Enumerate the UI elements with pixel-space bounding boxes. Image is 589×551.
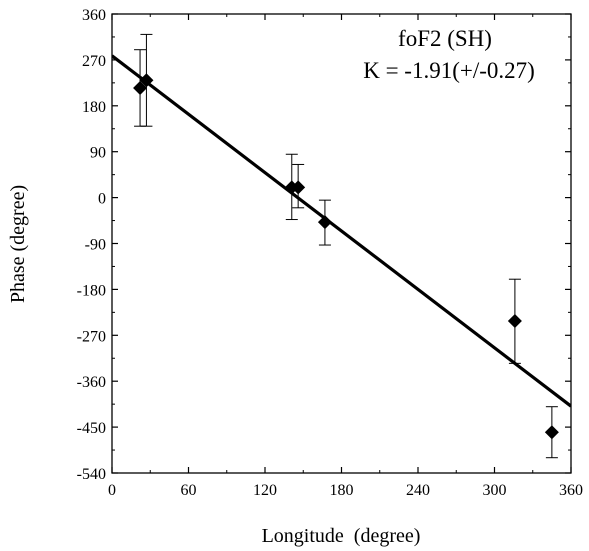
data-point — [317, 215, 332, 230]
annotation-slope: K = -1.91(+/-0.27) — [363, 58, 535, 83]
data-point — [507, 314, 522, 329]
x-tick-label: 360 — [559, 482, 583, 499]
y-tick-label: 0 — [98, 191, 106, 208]
axis-ticks: 0 60 120 180 240 300 360 360 270 180 90 0 -90 -180 -27… — [77, 7, 583, 499]
x-tick-label: 0 — [108, 482, 116, 499]
y-tick-label: -90 — [85, 237, 106, 254]
annotation-title: foF2 (SH) — [398, 26, 492, 51]
y-tick-label: -540 — [77, 466, 106, 483]
y-tick-label: -270 — [77, 328, 106, 345]
y-tick-label: 90 — [90, 145, 106, 162]
x-tick-label: 240 — [406, 482, 430, 499]
y-axis-label: Phase (degree) — [7, 185, 29, 303]
data-point — [133, 80, 148, 95]
data-point — [291, 180, 306, 195]
x-tick-label: 300 — [483, 482, 507, 499]
y-tick-label: 180 — [82, 99, 106, 116]
x-tick-label: 180 — [330, 482, 354, 499]
y-tick-label: -360 — [77, 374, 106, 391]
y-tick-label: -180 — [77, 282, 106, 299]
y-tick-label: 270 — [82, 53, 106, 70]
data-point — [544, 425, 559, 440]
y-tick-label: 360 — [82, 7, 106, 24]
x-tick-label: 120 — [253, 482, 277, 499]
data-point — [139, 73, 154, 88]
x-tick-label: 60 — [181, 482, 197, 499]
y-tick-label: -450 — [77, 420, 106, 437]
x-axis-label: Longitude (degree) — [262, 525, 421, 547]
fit-line — [112, 54, 571, 408]
chart-marks — [112, 33, 571, 459]
